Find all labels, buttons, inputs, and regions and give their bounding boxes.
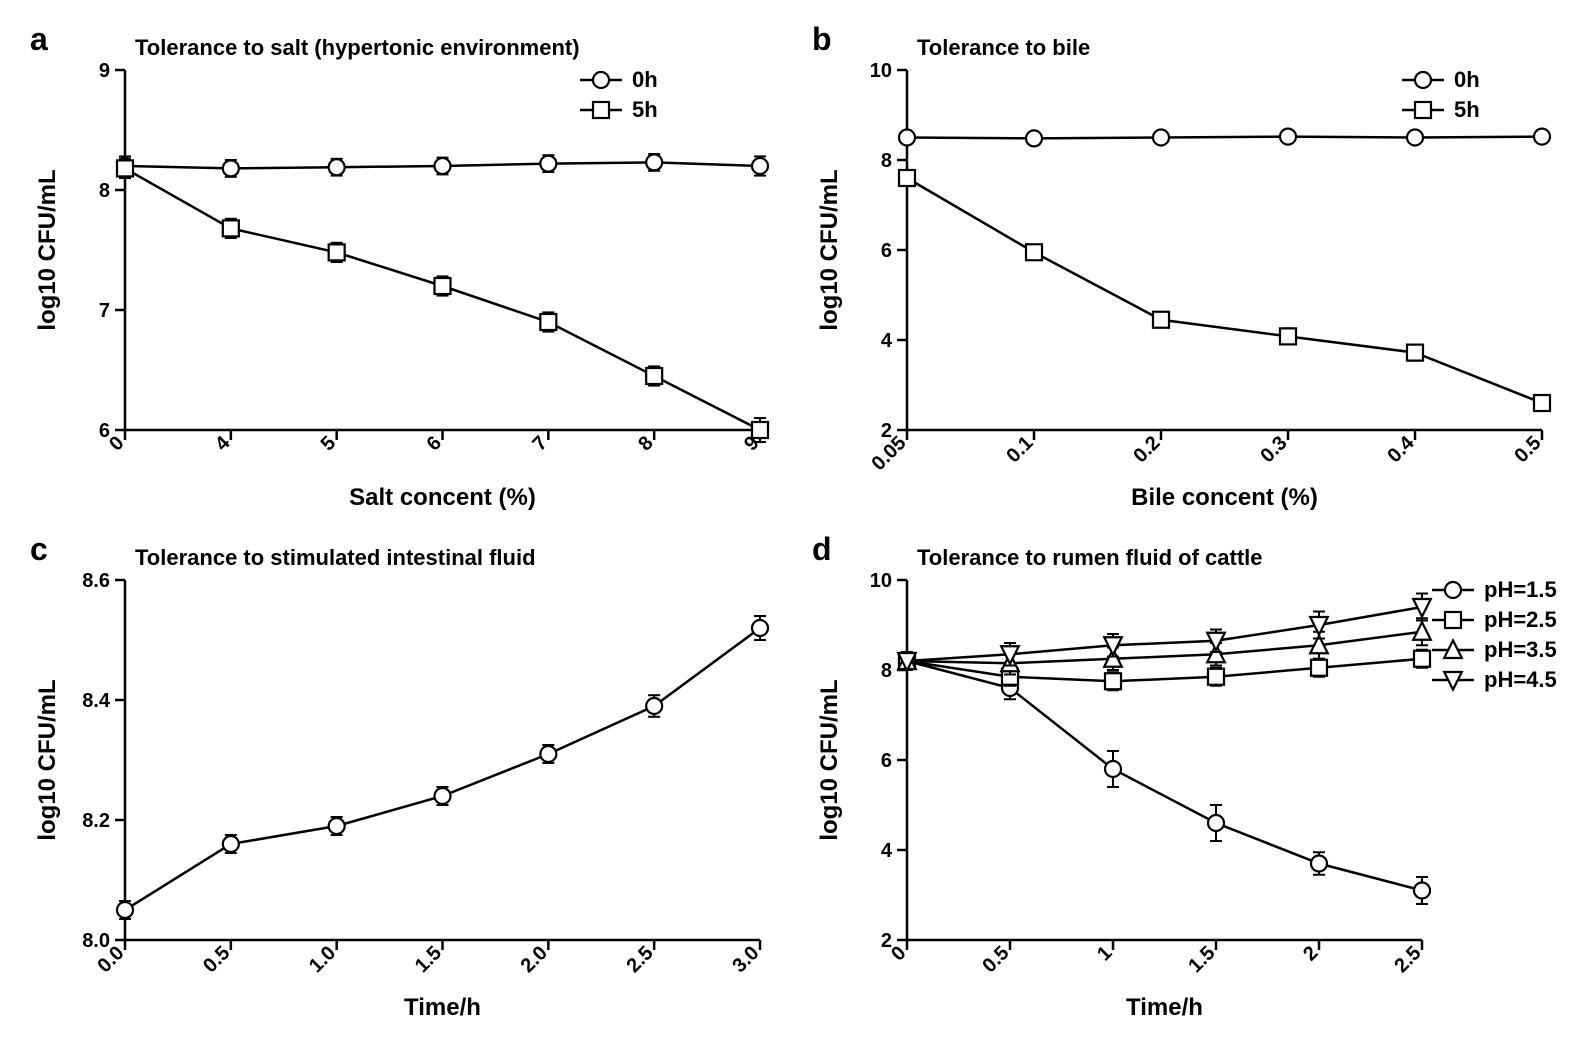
x-axis-label: Time/h — [404, 994, 481, 1021]
legend-label: 0h — [632, 67, 658, 92]
svg-text:8: 8 — [881, 660, 892, 682]
legend-label: 5h — [1454, 97, 1480, 122]
legend-label: pH=4.5 — [1484, 667, 1557, 692]
svg-text:0.05: 0.05 — [867, 432, 910, 475]
panel-a-svg: 67890456789log10 CFU/mLSalt concent (%)a… — [20, 20, 790, 520]
svg-text:8.2: 8.2 — [82, 810, 110, 832]
svg-text:7: 7 — [99, 300, 110, 322]
x-axis-label: Salt concent (%) — [349, 484, 536, 511]
svg-text:2.0: 2.0 — [517, 942, 552, 977]
svg-text:8: 8 — [881, 150, 892, 172]
svg-text:0.2: 0.2 — [1129, 432, 1164, 467]
legend-label: 0h — [1454, 67, 1480, 92]
svg-text:2.5: 2.5 — [622, 942, 657, 977]
y-axis-label: log10 CFU/mL — [816, 169, 843, 330]
svg-text:0.3: 0.3 — [1256, 432, 1291, 467]
legend-label: pH=3.5 — [1484, 637, 1557, 662]
panel-letter: b — [812, 21, 832, 57]
panel-c: 8.08.28.48.60.00.51.01.52.02.53.0log10 C… — [20, 530, 792, 1030]
panel-title: Tolerance to bile — [917, 35, 1090, 60]
svg-text:8.4: 8.4 — [82, 690, 111, 712]
panel-title: Tolerance to stimulated intestinal fluid — [135, 545, 536, 570]
panel-title: Tolerance to salt (hypertonic environmen… — [135, 35, 580, 60]
svg-text:9: 9 — [99, 60, 110, 82]
panel-b: 2468100.050.10.20.30.40.5log10 CFU/mLBil… — [802, 20, 1574, 520]
legend-label: 5h — [632, 97, 658, 122]
svg-text:2.5: 2.5 — [1390, 942, 1425, 977]
svg-text:0.5: 0.5 — [199, 942, 234, 977]
panel-letter: c — [30, 531, 48, 567]
legend-label: pH=2.5 — [1484, 607, 1557, 632]
svg-text:0.5: 0.5 — [1510, 432, 1545, 467]
svg-text:10: 10 — [870, 60, 892, 82]
panel-b-svg: 2468100.050.10.20.30.40.5log10 CFU/mLBil… — [802, 20, 1572, 520]
svg-text:3.0: 3.0 — [728, 942, 763, 977]
svg-text:0.1: 0.1 — [1002, 432, 1037, 467]
y-axis-label: log10 CFU/mL — [34, 169, 61, 330]
svg-text:6: 6 — [881, 240, 892, 262]
svg-text:4: 4 — [881, 330, 893, 352]
panel-letter: a — [30, 21, 48, 57]
svg-text:1.0: 1.0 — [305, 942, 340, 977]
panel-title: Tolerance to rumen fluid of cattle — [917, 545, 1263, 570]
svg-text:8: 8 — [99, 180, 110, 202]
panel-letter: d — [812, 531, 832, 567]
panel-d: 24681000.511.522.5log10 CFU/mLTime/hdTol… — [802, 530, 1574, 1030]
panel-c-svg: 8.08.28.48.60.00.51.01.52.02.53.0log10 C… — [20, 530, 790, 1030]
y-axis-label: log10 CFU/mL — [816, 679, 843, 840]
svg-text:6: 6 — [881, 750, 892, 772]
svg-text:0.5: 0.5 — [978, 942, 1013, 977]
legend-label: pH=1.5 — [1484, 577, 1557, 602]
svg-text:1.5: 1.5 — [411, 942, 446, 977]
svg-text:1.5: 1.5 — [1184, 942, 1219, 977]
svg-text:8.6: 8.6 — [82, 570, 110, 592]
svg-text:4: 4 — [881, 840, 893, 862]
x-axis-label: Bile concent (%) — [1131, 484, 1318, 511]
y-axis-label: log10 CFU/mL — [34, 679, 61, 840]
panel-d-svg: 24681000.511.522.5log10 CFU/mLTime/hdTol… — [802, 530, 1572, 1030]
figure-grid: 67890456789log10 CFU/mLSalt concent (%)a… — [20, 20, 1574, 1030]
panel-a: 67890456789log10 CFU/mLSalt concent (%)a… — [20, 20, 792, 520]
x-axis-label: Time/h — [1126, 994, 1203, 1021]
svg-text:10: 10 — [870, 570, 892, 592]
